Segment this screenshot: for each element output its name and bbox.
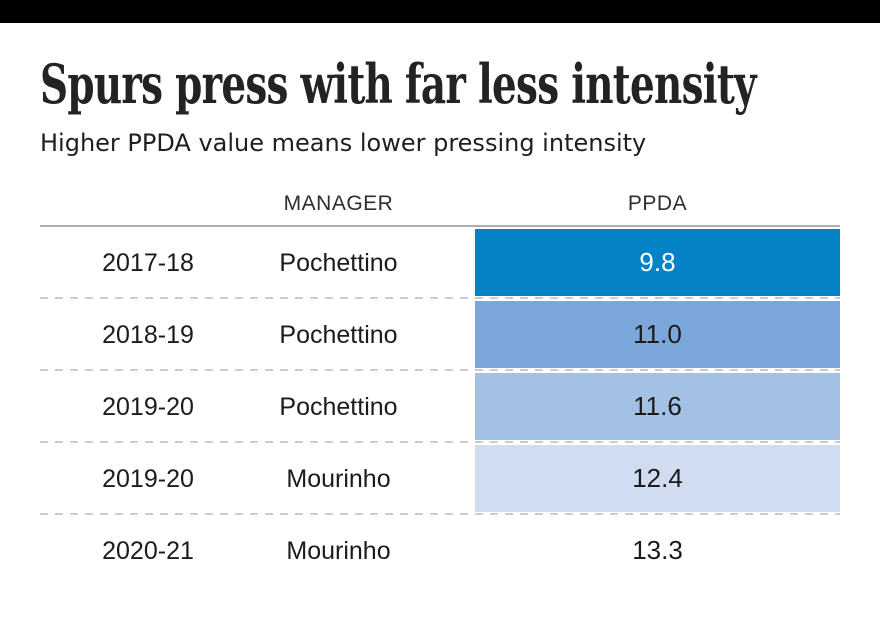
manager-cell: Pochettino bbox=[279, 392, 398, 421]
page-title-text: Spurs press with far less intensity bbox=[40, 52, 757, 116]
column-header-ppda: PPDA bbox=[627, 191, 688, 215]
content-area: Spurs press with far less intensity High… bbox=[0, 55, 880, 587]
ppda-value-cell: 9.8 bbox=[475, 229, 840, 296]
ppda-table: MANAGER PPDA 2017-18 Pochettino 9.8 2018… bbox=[40, 182, 840, 587]
manager-cell: Mourinho bbox=[286, 464, 391, 493]
table-row: 2019-20 Pochettino 11.6 bbox=[40, 371, 840, 443]
ppda-value-cell: 11.6 bbox=[475, 373, 840, 440]
season-cell: 2018-19 bbox=[102, 320, 194, 349]
manager-cell: Pochettino bbox=[279, 320, 398, 349]
page-subtitle: Higher PPDA value means lower pressing i… bbox=[40, 129, 647, 157]
season-cell: 2020-21 bbox=[102, 536, 194, 565]
ppda-value-cell: 12.4 bbox=[475, 445, 840, 512]
letterbox-top-bar bbox=[0, 0, 880, 23]
season-cell: 2017-18 bbox=[102, 248, 194, 277]
column-header-manager: MANAGER bbox=[283, 191, 394, 215]
season-cell: 2019-20 bbox=[102, 464, 194, 493]
season-cell: 2019-20 bbox=[102, 392, 194, 421]
table-row: 2020-21 Mourinho 13.3 bbox=[40, 515, 840, 587]
header-divider-line bbox=[40, 225, 840, 227]
ppda-value-cell: 11.0 bbox=[475, 301, 840, 368]
manager-cell: Pochettino bbox=[279, 248, 398, 277]
table-row: 2017-18 Pochettino 9.8 bbox=[40, 227, 840, 299]
table-row: 2018-19 Pochettino 11.0 bbox=[40, 299, 840, 371]
table-row: 2019-20 Mourinho 12.4 bbox=[40, 443, 840, 515]
ppda-value-cell: 13.3 bbox=[632, 535, 683, 565]
table-header-row: MANAGER PPDA bbox=[40, 182, 840, 225]
page-title: Spurs press with far less intensity bbox=[40, 55, 840, 113]
manager-cell: Mourinho bbox=[286, 536, 391, 565]
